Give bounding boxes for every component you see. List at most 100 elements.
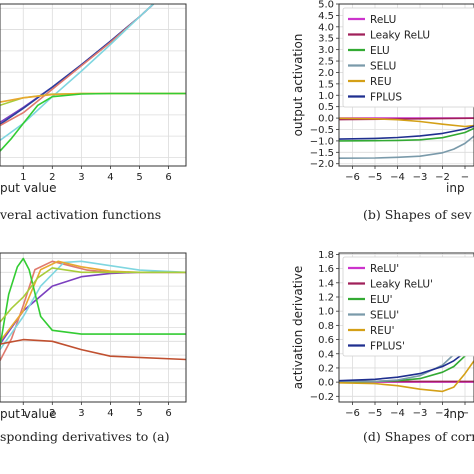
y-tick-label: −1.0 [310, 136, 334, 147]
y-tick-label: 0.0 [318, 378, 334, 389]
y-tick-label: 1.0 [318, 307, 334, 318]
legend-entry: FPLUS' [370, 341, 405, 353]
x-tick-label: −2 [435, 172, 450, 183]
grid-c [0, 253, 186, 402]
panel-a: 1 2 3 4 5 6 put value veral activation function… [0, 3, 187, 222]
y-tick-label: −0.5 [310, 125, 334, 136]
legend-entry: ELU [370, 45, 390, 57]
x-axis-label: inp [446, 181, 465, 195]
x-tick-label: 3 [78, 408, 84, 419]
x-axis-label: put value [0, 181, 57, 195]
plot-frame [338, 3, 474, 167]
x-tick-label: 4 [107, 172, 113, 183]
legend-entry: ReLU' [370, 263, 399, 275]
grid-a [0, 4, 186, 166]
x-tick-label: 6 [165, 172, 171, 183]
legend-entry: FPLUS [370, 92, 402, 104]
y-tick-label: 1.0 [318, 91, 334, 102]
y-tick-label: 3.5 [318, 34, 334, 45]
plot-frame [338, 252, 474, 403]
x-tick-label: −5 [368, 172, 383, 183]
y-tick-label: −1.5 [310, 148, 334, 159]
panel-d: −6 −5 −4 −3 −2 − −0.2 0.0 0.2 0.4 0.6 0.8 1.0 1.2 1.4 1… [291, 250, 474, 444]
x-tick-label: 5 [136, 172, 142, 183]
series-line-b-2 [339, 127, 474, 142]
x-axis-label: put value [0, 407, 57, 421]
y-axis-label: activation derivative [291, 266, 305, 390]
legend-box [342, 7, 474, 108]
x-tick-label: −6 [345, 172, 360, 183]
series-line-c-1 [0, 260, 186, 361]
series-line-b-3 [339, 135, 474, 159]
x-tick-label: 4 [107, 408, 113, 419]
y-tick-label: 4.5 [318, 11, 334, 22]
x-tick-label: 3 [78, 172, 84, 183]
y-tick-label: −2.0 [310, 159, 334, 170]
y-tick-label: 0.5 [318, 102, 334, 113]
x-tick-label: −4 [390, 172, 405, 183]
legend-entry: REU' [370, 325, 395, 337]
series-line-a-6 [0, 92, 186, 152]
y-tick-label: 0.4 [318, 349, 334, 360]
panel-caption: sponding derivatives to (a) [0, 429, 170, 444]
x-tick-label: 1 [20, 172, 26, 183]
series-line-c-5 [0, 267, 186, 323]
y-tick-label: 1.4 [318, 278, 334, 289]
series-line-c-3 [0, 260, 186, 342]
legend-entry: ELU' [370, 294, 393, 306]
series-line-c-4 [0, 257, 186, 347]
x-tick-label: 2 [49, 172, 55, 183]
x-tick-label: −2 [435, 408, 450, 419]
x-tick-label: −3 [413, 172, 428, 183]
series-line-c-2 [0, 260, 186, 351]
series-line-a-5 [0, 92, 186, 103]
y-axis-label: output activation [291, 34, 305, 137]
series-group-c [0, 257, 186, 361]
legend-box [342, 256, 474, 357]
plot-frame [0, 3, 187, 167]
y-tick-label: 3.0 [318, 45, 334, 56]
series-line-d-4 [339, 360, 474, 393]
y-tick-label: 1.8 [318, 250, 334, 261]
x-tick-label: 2 [49, 408, 55, 419]
legend-entry: ReLU [370, 14, 396, 26]
y-tick-label: 0.0 [318, 114, 334, 125]
y-tick-label: 2.0 [318, 68, 334, 79]
x-tick-label: 1 [20, 408, 26, 419]
legend-d: ReLU' Leaky ReLU' ELU' SELU' REU' FPLUS' [342, 256, 474, 357]
y-tick-label: 1.5 [318, 79, 334, 90]
panel-c: 1 2 3 4 5 6 put value sponding derivatives to (… [0, 252, 187, 444]
series-line-c-6 [0, 338, 186, 361]
panel-caption: (b) Shapes of sev [363, 207, 473, 222]
x-tick-label: 5 [136, 408, 142, 419]
y-tick-label: 0.8 [318, 321, 334, 332]
series-line-a-1 [0, 4, 155, 126]
panel-caption: veral activation functions [0, 207, 161, 222]
x-tick-label: −4 [390, 408, 405, 419]
legend-entry: Leaky ReLU [370, 30, 430, 42]
y-tick-label: 1.2 [318, 292, 334, 303]
panel-b: −6 −5 −4 −3 −2 − −2.0−1.5−1.0−0.50.00.51.01.52… [291, 0, 474, 222]
series-group-b [339, 117, 474, 159]
x-tick-label: − [461, 408, 469, 419]
panel-caption: (d) Shapes of corres [363, 429, 474, 444]
series-group-a [0, 4, 186, 152]
series-line-a-3 [0, 4, 155, 142]
x-tick-label: 6 [165, 408, 171, 419]
series-line-b-4 [339, 117, 474, 128]
x-tick-label: −6 [345, 408, 360, 419]
y-tick-label: −0.2 [310, 392, 334, 403]
x-tick-label: − [461, 172, 469, 183]
y-tick-label: 0.2 [318, 363, 334, 374]
plot-frame [0, 252, 187, 403]
legend-b: ReLU Leaky ReLU ELU SELU REU FPLUS [342, 7, 474, 108]
x-axis-label: inp [446, 407, 465, 421]
y-tick-label: 4.0 [318, 22, 334, 33]
y-tick-label: 1.6 [318, 264, 334, 275]
series-line-b-5 [339, 125, 474, 140]
x-tick-label: −5 [368, 408, 383, 419]
y-tick-label: 5.0 [318, 0, 334, 11]
legend-entry: SELU' [370, 310, 399, 322]
x-tick-label: −3 [413, 408, 428, 419]
